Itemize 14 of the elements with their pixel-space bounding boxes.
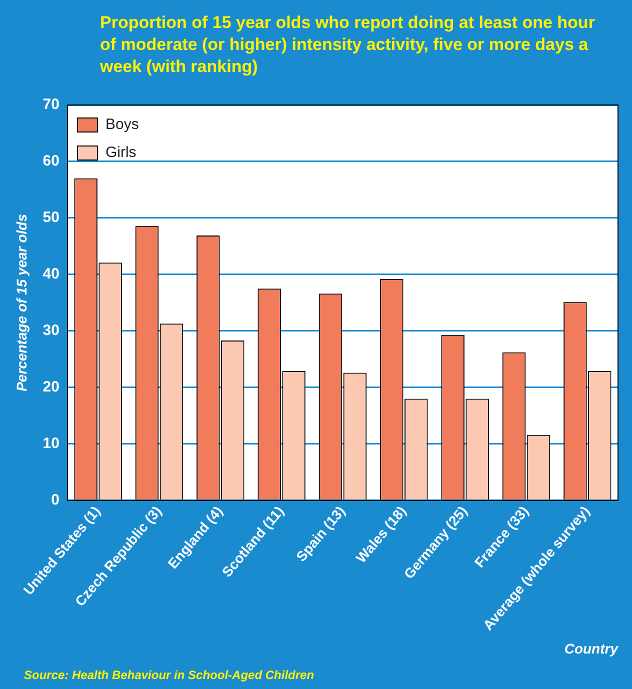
legend-label: Boys	[105, 116, 139, 134]
y-tick-label: 20	[42, 378, 60, 396]
y-tick-label: 40	[42, 266, 60, 283]
chart-title: Proportion of 15 year olds who report doing at least one hour of moderate (or higher) intensity activity, five or more days a week (with ranking)	[100, 12, 596, 78]
y-tick-label: 10	[42, 435, 60, 452]
y-tick-label: 30	[42, 322, 60, 340]
y-tick-label: 60	[42, 152, 60, 170]
y-axis-title: Percentage of 15 year olds	[13, 214, 30, 392]
y-tick-label: 0	[51, 492, 60, 509]
y-tick-label: 70	[42, 96, 60, 114]
legend-label: Girls	[105, 144, 136, 162]
x-axis-title: Country	[564, 640, 620, 656]
source-note: Source: Health Behaviour in School-Aged Children	[24, 668, 314, 682]
y-tick-label: 50	[42, 209, 60, 226]
